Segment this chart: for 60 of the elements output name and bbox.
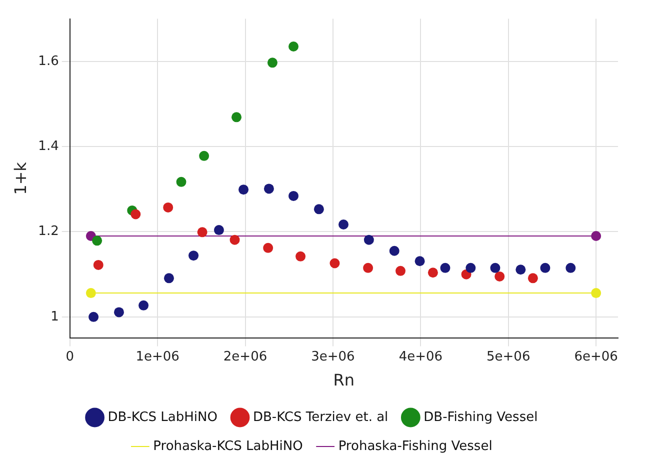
point: [296, 251, 306, 262]
point: [232, 112, 242, 122]
y-tick-label: 1.4: [38, 138, 59, 154]
point: [288, 190, 299, 201]
y-tick-label: 1.2: [38, 224, 59, 240]
point: [566, 262, 576, 273]
point: [428, 268, 438, 278]
y-tick-label: 1.6: [38, 54, 59, 69]
point: [440, 262, 450, 273]
point: [516, 264, 526, 275]
point: [466, 262, 476, 273]
point: [163, 202, 174, 212]
point: [86, 288, 96, 298]
legend-label: DB-KCS Terziev et. al: [252, 410, 388, 425]
point: [414, 256, 425, 266]
x-tick-label: 3e+06: [311, 349, 355, 364]
point: [230, 234, 240, 245]
point: [199, 150, 210, 161]
point: [494, 271, 505, 282]
point: [92, 236, 102, 246]
point: [263, 242, 274, 253]
point: [188, 250, 199, 261]
y-tick-label: 1: [50, 309, 59, 324]
point: [130, 209, 141, 220]
point: [138, 300, 149, 310]
point: [114, 307, 124, 318]
point: [396, 266, 406, 276]
x-tick-label: 2e+06: [223, 349, 268, 364]
point: [197, 227, 208, 238]
point: [164, 273, 174, 284]
x-tick-label: 4e+06: [398, 349, 443, 364]
legend-label: DB-Fishing Vessel: [424, 410, 538, 425]
y-axis-title: 1+k: [10, 161, 30, 195]
x-tick-label: 1e+06: [136, 349, 180, 364]
point: [314, 204, 324, 214]
point: [528, 273, 538, 284]
point: [338, 219, 348, 230]
legend-label: Prohaska-Fishing Vessel: [338, 438, 492, 454]
point: [591, 288, 602, 298]
point: [288, 41, 299, 52]
point: [364, 234, 374, 245]
point: [267, 58, 278, 68]
legend-label: DB-KCS LabHiNO: [108, 410, 218, 425]
x-tick-label: 0: [66, 349, 74, 364]
point: [363, 262, 374, 273]
x-tick-label: 5e+06: [486, 349, 530, 364]
point: [490, 262, 500, 273]
point: [238, 184, 249, 195]
x-tick-label: 6e+06: [574, 349, 618, 364]
point: [540, 262, 550, 273]
point: [176, 176, 186, 187]
point: [88, 312, 99, 322]
x-axis-title: Rn: [333, 370, 355, 390]
point: [330, 258, 340, 268]
point: [264, 184, 274, 194]
point: [214, 225, 224, 236]
point: [591, 230, 602, 241]
point: [93, 260, 104, 270]
legend-label: Prohaska-KCS LabHiNO: [153, 438, 303, 454]
point: [389, 246, 400, 256]
